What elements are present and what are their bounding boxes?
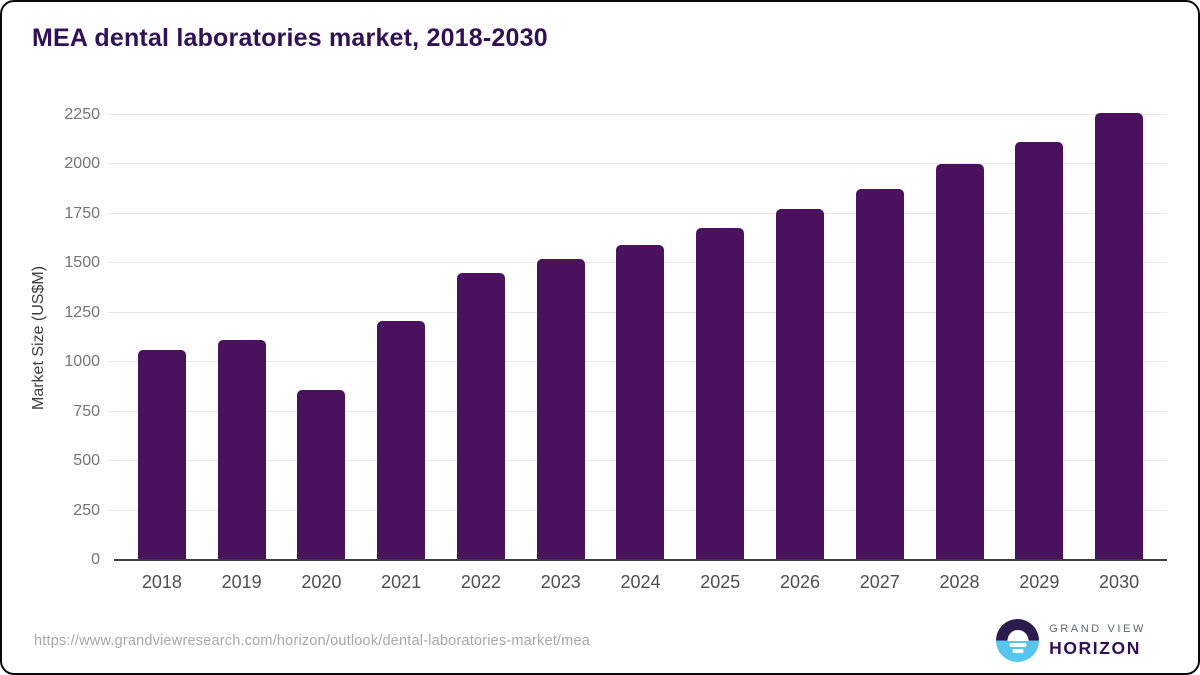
plot-area: 0 250 500 750 1000 1250 1500 1750 2000 2250 [64,107,1167,568]
logo-ray-narrow [1012,649,1024,653]
bars-row [114,113,1167,560]
chart-title: MEA dental laboratories market, 2018-203… [32,24,548,52]
x-tick-label: 2025 [700,572,741,592]
bar-2020 [297,390,346,560]
grand-view-horizon-logo-icon [996,619,1040,662]
bar-slot [1079,113,1159,560]
y-axis-title: Market Size (US$M) [30,265,47,410]
bar-slot [601,245,681,560]
x-labels-row: 2018 2019 2020 2021 2022 2023 2024 2025 2026 2027… [114,572,1167,593]
gridline [108,163,1167,164]
y-tick-label: 1000 [64,353,100,370]
bar-slot [202,340,282,560]
bar-2021 [377,321,426,560]
x-tick-label: 2018 [141,572,182,592]
bar-2025 [696,228,745,560]
bar-2019 [217,340,266,560]
y-tick-label: 2000 [64,155,100,172]
bar-2018 [137,350,186,560]
bar-2026 [776,209,824,560]
bar-slot [920,164,1000,560]
brand-name-bottom: HORIZON [1049,637,1141,658]
y-tick-label: 2250 [64,106,100,123]
bar-slot [999,142,1079,560]
bar-slot [680,228,760,560]
brand-logo: GRAND VIEW HORIZON [996,619,1146,662]
bar-slot [441,273,521,560]
x-tick-label: 2026 [779,572,821,592]
gridline [108,114,1167,115]
y-tick-label: 250 [73,502,100,519]
y-tick-label: 500 [73,452,100,469]
x-tick-label: 2028 [939,572,980,592]
x-tick-label: 2023 [540,572,581,592]
y-tick-label: 1750 [64,205,100,222]
bar-slot [122,350,202,560]
x-axis-line [114,559,1167,561]
x-tick-label: 2027 [859,572,900,592]
logo-sun-dome [1007,629,1029,641]
bar-2030 [1095,113,1144,560]
bar-slot [840,189,920,560]
bar-2024 [616,245,665,560]
brand-logo-text: GRAND VIEW HORIZON [1049,623,1146,659]
bar-slot [282,390,362,560]
bar-slot [760,209,840,560]
x-tick-label: 2022 [460,572,501,592]
brand-name-top: GRAND VIEW [1049,622,1146,635]
source-url: https://www.grandviewresearch.com/horizo… [34,633,590,649]
x-tick-label: 2020 [301,572,342,592]
bar-2029 [1015,142,1064,560]
bar-slot [361,321,441,560]
x-tick-label: 2024 [620,572,661,592]
y-tick-label: 1500 [64,254,100,271]
x-tick-label: 2029 [1019,572,1060,592]
bar-2022 [456,273,505,560]
bar-2027 [855,189,904,560]
x-tick-label: 2021 [381,572,422,592]
bar-slot [521,259,601,560]
logo-ray-wide [1009,643,1027,647]
bar-2023 [536,259,585,560]
x-tick-label: 2030 [1099,572,1140,592]
bar-2028 [935,164,984,560]
y-tick-label: 0 [91,551,100,568]
y-tick-label: 1250 [64,304,100,321]
y-tick-label: 750 [73,403,100,420]
gridline [108,213,1167,214]
x-tick-label: 2019 [221,572,262,592]
